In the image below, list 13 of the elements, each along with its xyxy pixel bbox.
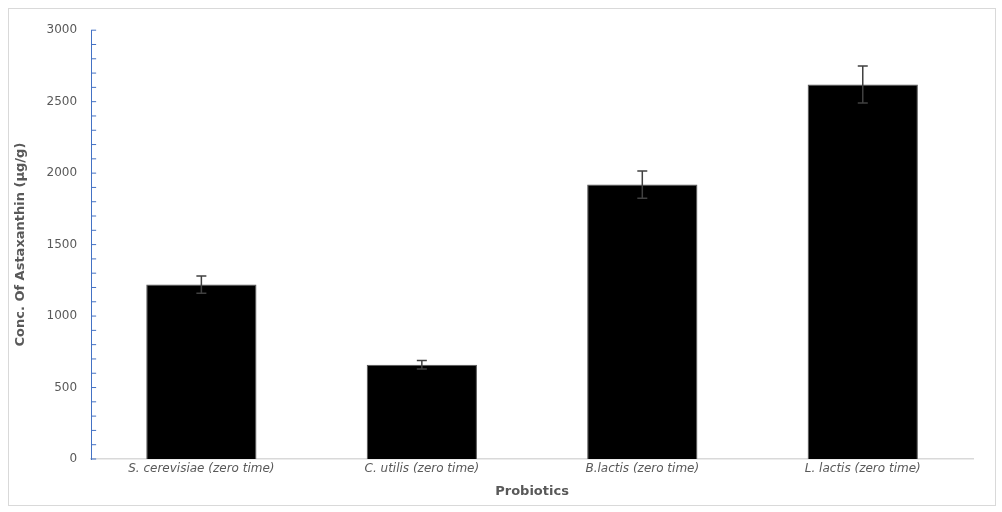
y-axis-title: Conc. Of Astaxanthin (µg/g)	[12, 142, 28, 347]
x-tick-label: B.lactis (zero time)	[585, 461, 700, 476]
x-tick-label: S. cerevisiae (zero time)	[128, 461, 275, 476]
y-tick-label: 1500	[46, 236, 78, 251]
y-tick-label: 1000	[46, 308, 78, 323]
y-tick-label: 2000	[46, 165, 78, 180]
y-tick-label: 3000	[46, 22, 78, 37]
x-axis-title: Probiotics	[495, 482, 570, 498]
y-tick-label: 2500	[46, 93, 78, 108]
x-tick-label: L. lactis (zero time)	[804, 461, 921, 476]
x-tick-label: C. utilis (zero time)	[364, 461, 480, 476]
y-tick-label: 500	[54, 379, 78, 394]
y-tick-label: 0	[69, 451, 78, 466]
